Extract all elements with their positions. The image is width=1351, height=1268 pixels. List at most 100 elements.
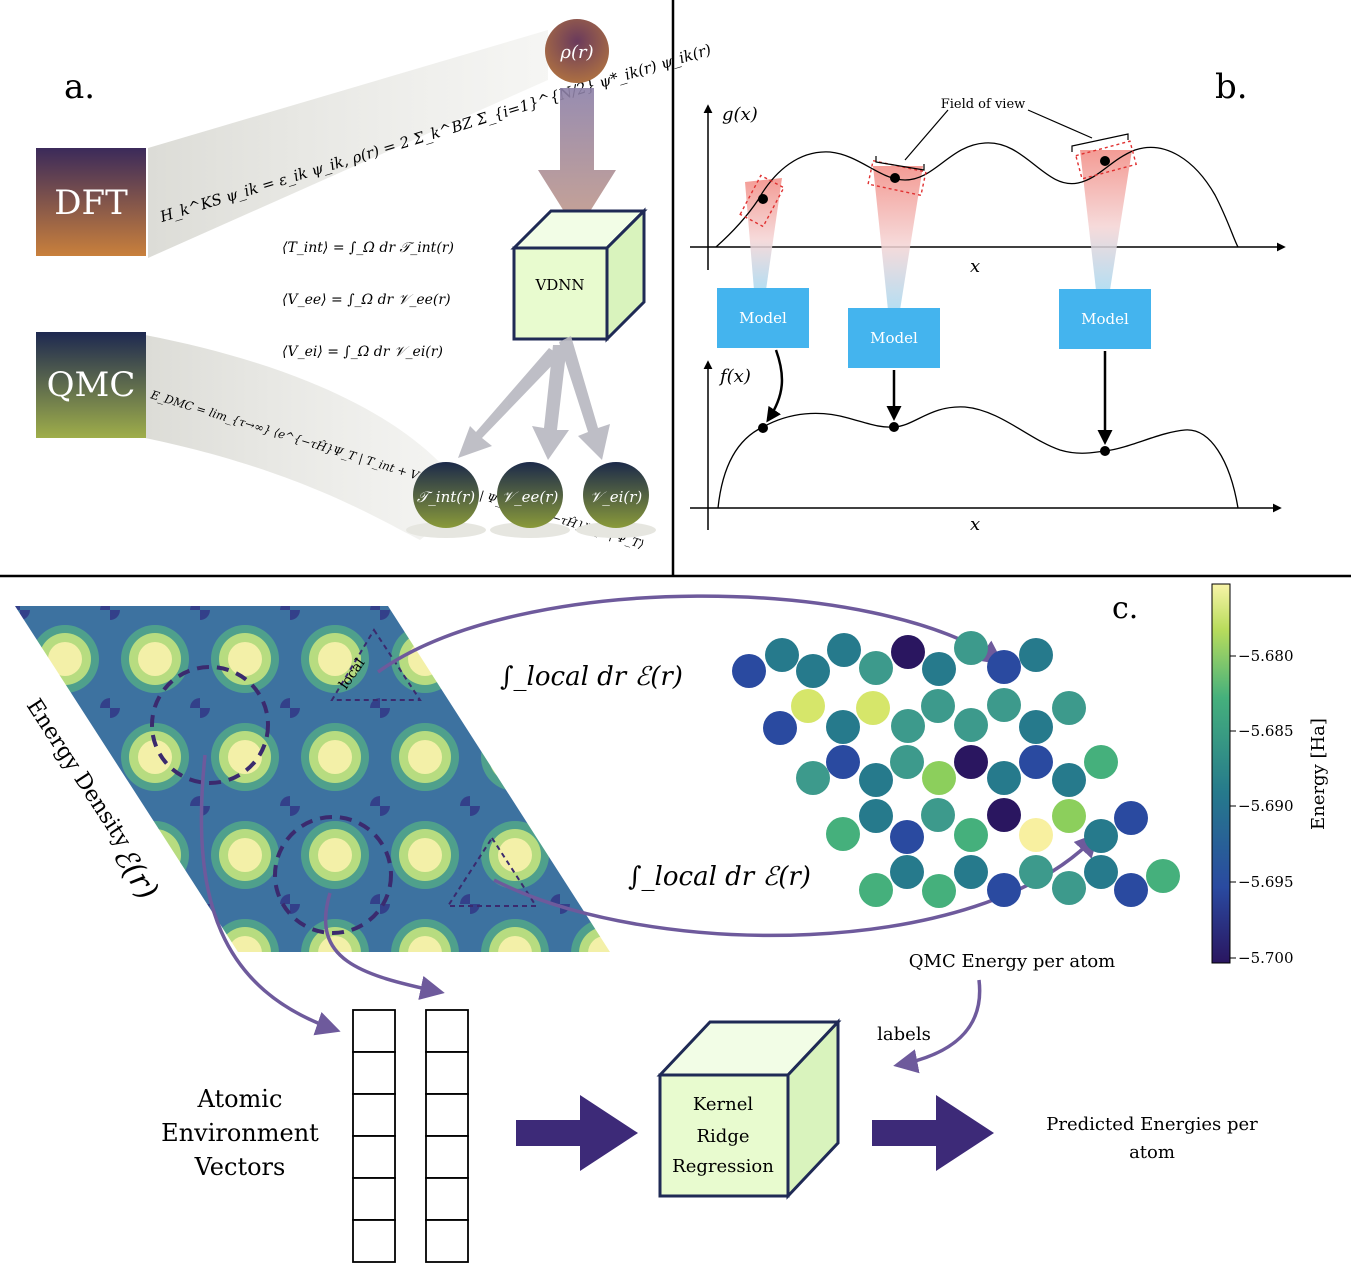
model-label-3: Model [1081, 310, 1129, 328]
predicted-line-1: Predicted Energies per [1046, 1114, 1258, 1135]
atom [1146, 859, 1180, 893]
atom [922, 652, 956, 686]
atom [859, 873, 893, 907]
atom [1052, 799, 1086, 833]
integral-local-bottom: ∫_local dr ℰ(r) [628, 862, 811, 892]
qmc-energy-label: QMC Energy per atom [909, 951, 1115, 972]
colorbar-tick-label: −5.690 [1238, 797, 1294, 815]
model-arrow-1 [766, 349, 784, 423]
integral-t-int: ⟨T_int⟩ = ∫_Ω dr 𝒯_int(r) [282, 240, 454, 256]
fov-box-3 [1074, 140, 1138, 180]
dft-box [36, 148, 146, 256]
local-region-circle-2 [273, 815, 393, 935]
krr-line-1: Kernel [693, 1094, 753, 1115]
atom [732, 654, 766, 688]
rho-sphere [545, 19, 609, 83]
rho-label: ρ(r) [559, 42, 593, 63]
atom [791, 689, 825, 723]
atomic-env-line-2: Environment [161, 1119, 319, 1147]
atom [1052, 763, 1086, 797]
colorbar [1211, 583, 1231, 964]
atom [954, 631, 988, 665]
field-of-view-label: Field of view [941, 97, 1026, 112]
v-ei-label: 𝒱_ei(r) [590, 488, 643, 506]
model-label-2: Model [870, 329, 918, 347]
labels-arrow [893, 979, 982, 1074]
circle-to-vector-arrow-2 [323, 892, 445, 1000]
atom-scatter [732, 631, 1180, 908]
colorbar-tick-label: −5.695 [1238, 873, 1294, 891]
atom [796, 761, 830, 795]
f-point [758, 423, 768, 433]
x-axis-label-bottom: x [970, 514, 980, 535]
labels-label: labels [877, 1024, 931, 1045]
atom [826, 817, 860, 851]
atom [922, 874, 956, 908]
vdnn-label: VDNN [534, 276, 584, 294]
atom [891, 709, 925, 743]
ball-shadow [490, 522, 570, 538]
panel-b-label: b. [1215, 67, 1248, 107]
g-point [758, 194, 768, 204]
colorbar-ticks: −5.680 −5.685 −5.690 −5.695 −5.700 [1230, 647, 1294, 967]
atom [954, 708, 988, 742]
ball-shadow [576, 522, 656, 538]
atom [1052, 871, 1086, 905]
f-curve [717, 406, 1239, 509]
f-point [1100, 446, 1110, 456]
atom [954, 818, 988, 852]
krr-cube [656, 1018, 842, 1200]
atom [1019, 818, 1053, 852]
atom [890, 745, 924, 779]
v-ee-sphere [497, 462, 563, 528]
model-box-2 [848, 308, 940, 368]
atom [826, 710, 860, 744]
atom [1019, 855, 1053, 889]
atom [827, 633, 861, 667]
atom [859, 651, 893, 685]
krr-line-3: Regression [672, 1156, 774, 1177]
atom [1114, 873, 1148, 907]
field-of-view-brackets [875, 109, 1129, 171]
f-axis-label: f(x) [718, 366, 751, 387]
atom [796, 654, 830, 688]
atom [1052, 691, 1086, 725]
vector-to-krr-arrow [516, 1095, 638, 1171]
predicted-line-2: atom [1129, 1142, 1175, 1163]
atom [921, 798, 955, 832]
atom [987, 688, 1021, 722]
atom [987, 798, 1021, 832]
local-region-circle-1 [150, 665, 270, 785]
vdnn-cube [510, 207, 648, 343]
atomic-env-line-1: Atomic [197, 1085, 283, 1113]
g-point [890, 173, 900, 183]
colorbar-tick-label: −5.680 [1238, 647, 1294, 665]
atom [1084, 745, 1118, 779]
atom [954, 855, 988, 889]
model-box-3 [1059, 289, 1151, 349]
atom [987, 873, 1021, 907]
environment-vector-2 [425, 1009, 469, 1263]
model-box-1 [717, 288, 809, 348]
atom [890, 820, 924, 854]
integral-v-ee: ⟨V_ee⟩ = ∫_Ω dr 𝒱_ee(r) [282, 292, 451, 308]
atom [891, 635, 925, 669]
atom [921, 689, 955, 723]
atom [859, 763, 893, 797]
qmc-box [36, 332, 146, 438]
f-point [889, 422, 899, 432]
krr-to-prediction-arrow [872, 1095, 994, 1171]
t-int-sphere [413, 462, 479, 528]
dft-shadow-band [148, 30, 548, 258]
panel-b: b. g(x) x Field of view Model [690, 67, 1286, 535]
panel-a: a. DFT QMC H_k^KS ψ_ik = ε_ik ψ_ik, ρ(r)… [36, 19, 713, 552]
atom [763, 711, 797, 745]
circle-to-vector-arrow-1 [199, 754, 341, 1036]
krr-line-2: Ridge [696, 1126, 749, 1147]
fov-box-1 [739, 174, 785, 228]
vdnn-output-arrows [458, 336, 610, 460]
local-triangle-1 [330, 628, 422, 701]
v-ee-label: 𝒱_ee(r) [502, 488, 559, 506]
local-to-atom-arrow-top [376, 594, 1004, 674]
